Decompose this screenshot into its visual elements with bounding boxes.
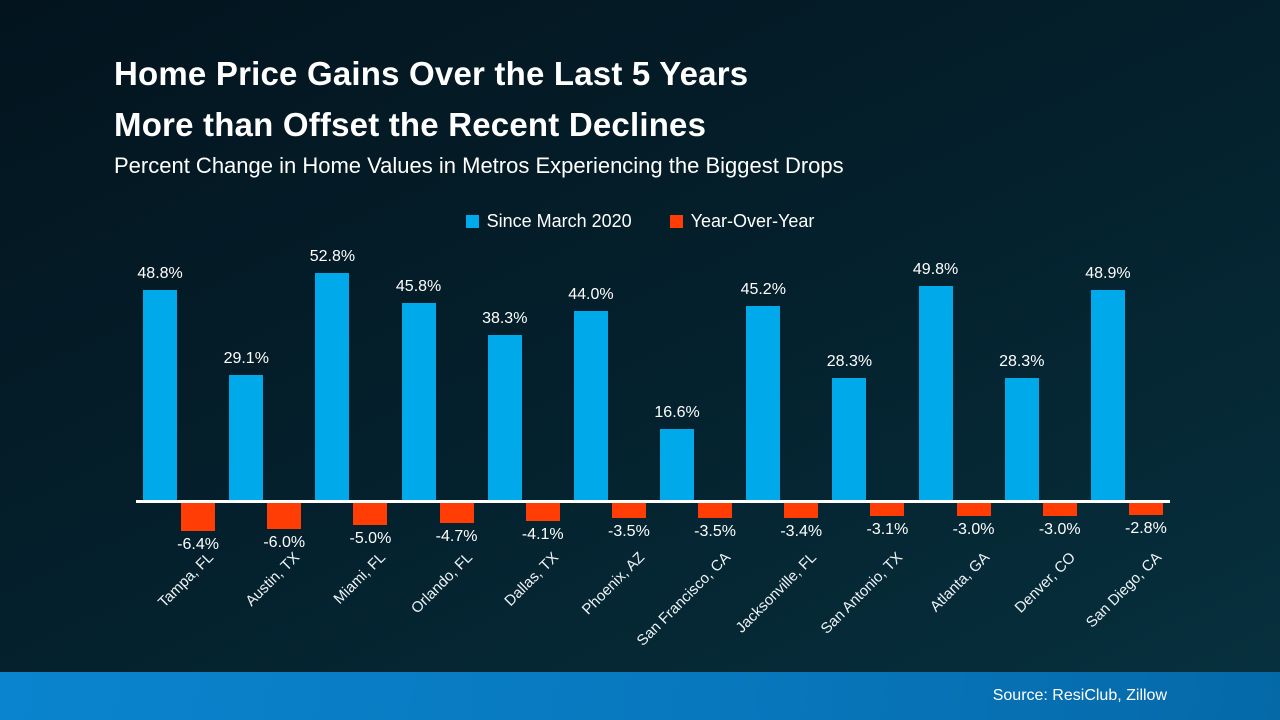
bar-year-over-year: [353, 503, 388, 525]
value-label-positive: 45.8%: [395, 278, 442, 296]
legend-swatch-icon: [669, 215, 683, 228]
bar-since-march-2020: [143, 290, 178, 500]
value-label-positive: 48.8%: [137, 265, 183, 283]
bar-year-over-year: [1042, 503, 1077, 516]
value-label-negative: -6.0%: [263, 533, 306, 551]
bar-year-over-year: [181, 503, 216, 531]
value-label-negative: -3.0%: [952, 520, 995, 538]
legend-label: Since March 2020: [486, 211, 632, 231]
bar-since-march-2020: [315, 272, 350, 500]
value-label-positive: 38.3%: [482, 310, 528, 328]
value-label-negative: -4.1%: [521, 525, 564, 543]
bar-since-march-2020: [918, 285, 953, 500]
bar-since-march-2020: [573, 310, 608, 500]
bar-year-over-year: [870, 503, 905, 517]
bar-year-over-year: [784, 503, 819, 518]
bar-year-over-year: [698, 503, 733, 519]
legend-swatch-icon: [465, 215, 479, 228]
bar-year-over-year: [439, 503, 474, 524]
bar-year-over-year: [611, 503, 646, 519]
value-label-negative: -3.5%: [694, 523, 736, 541]
legend-item-since-march-2020: Since March 2020: [465, 211, 632, 232]
value-label-negative: -6.4%: [177, 535, 219, 553]
value-label-negative: -3.1%: [866, 521, 909, 539]
value-label-negative: -5.0%: [349, 529, 392, 547]
bar-since-march-2020: [229, 374, 264, 500]
bar-year-over-year: [267, 503, 302, 529]
chart-title: Home Price Gains Over the Last 5 Years M…: [114, 48, 748, 150]
value-label-negative: -2.8%: [1125, 520, 1167, 538]
chart-subtitle: Percent Change in Home Values in Metros …: [114, 153, 844, 178]
source-attribution: Source: ResiClub, Zillow: [992, 687, 1167, 704]
bar-since-march-2020: [660, 428, 695, 500]
value-label-negative: -3.0%: [1038, 520, 1081, 538]
value-label-positive: 28.3%: [826, 353, 873, 371]
value-label-positive: 16.6%: [654, 403, 700, 421]
legend-label: Year-Over-Year: [690, 211, 815, 231]
value-label-positive: 28.3%: [999, 353, 1045, 371]
bar-since-march-2020: [1090, 289, 1125, 500]
value-label-positive: 52.8%: [309, 247, 356, 265]
bar-year-over-year: [1128, 503, 1163, 516]
chart-title-line-1: Home Price Gains Over the Last 5 Years: [114, 55, 749, 92]
bar-since-march-2020: [1004, 378, 1039, 500]
value-label-positive: 48.9%: [1085, 264, 1131, 282]
bar-since-march-2020: [746, 305, 781, 500]
value-label-positive: 45.2%: [740, 280, 786, 298]
legend-item-year-over-year: Year-Over-Year: [669, 211, 815, 232]
x-axis-baseline: [136, 500, 1170, 503]
bar-since-march-2020: [401, 303, 436, 500]
value-label-positive: 44.0%: [568, 285, 614, 303]
footer-band: Source: ResiClub, Zillow: [0, 672, 1280, 720]
chart-legend: Since March 2020 Year-Over-Year: [0, 211, 1280, 232]
value-label-negative: -4.7%: [435, 528, 478, 546]
chart-title-line-2: More than Offset the Recent Declines: [114, 106, 707, 143]
bar-since-march-2020: [487, 335, 522, 500]
value-label-negative: -3.4%: [780, 522, 823, 540]
value-label-positive: 49.8%: [912, 260, 959, 278]
bar-year-over-year: [525, 503, 560, 521]
value-label-positive: 29.1%: [223, 349, 269, 367]
bar-since-march-2020: [832, 378, 867, 500]
bar-year-over-year: [956, 503, 991, 516]
value-label-negative: -3.5%: [608, 523, 650, 541]
